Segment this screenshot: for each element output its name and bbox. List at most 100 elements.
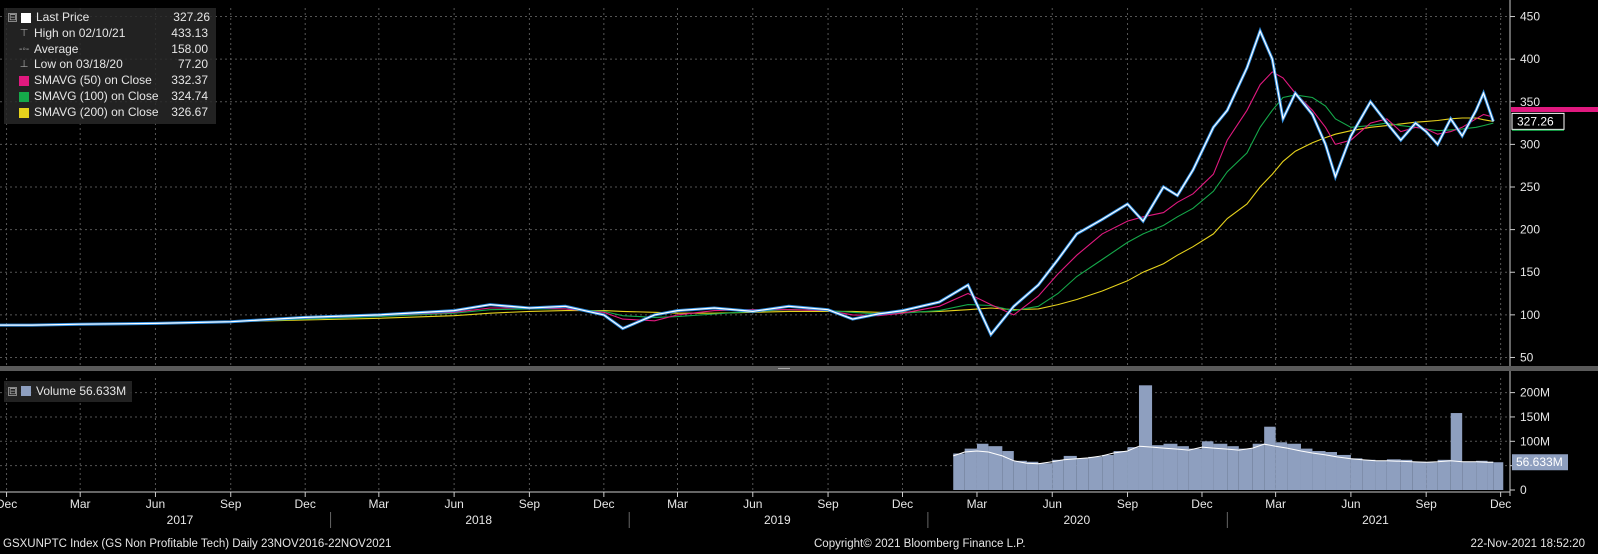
volume-bar bbox=[1476, 460, 1488, 490]
x-month-label: Sep bbox=[1415, 497, 1437, 511]
average-value: 158.00 bbox=[171, 41, 208, 56]
volume-bar bbox=[1038, 463, 1053, 490]
sma200-swatch bbox=[19, 107, 29, 118]
volume-bar bbox=[1188, 448, 1202, 490]
y-tick-label: 300 bbox=[1520, 137, 1540, 151]
y-tick-label: 250 bbox=[1520, 180, 1540, 194]
low-marker-icon: ⊥ bbox=[19, 59, 29, 71]
x-month-label: Mar bbox=[1265, 497, 1286, 511]
x-month-label: Jun bbox=[1341, 497, 1360, 511]
volume-bar bbox=[1063, 455, 1077, 490]
volume-bar bbox=[1138, 385, 1153, 490]
volume-average-line bbox=[953, 443, 1494, 465]
price-legend: ⊟ Last Price 327.26 ⊤ High on 02/10/21 433.1… bbox=[4, 8, 216, 124]
last-price-label: Last Price bbox=[36, 10, 90, 24]
x-month-label: Mar bbox=[369, 497, 390, 511]
x-year-label: 2019 bbox=[764, 513, 791, 527]
volume-bar bbox=[1487, 461, 1494, 490]
price-line-outline bbox=[0, 26, 1495, 338]
sma100-value: 324.74 bbox=[171, 88, 208, 103]
x-month-label: Jun bbox=[743, 497, 762, 511]
volume-bar bbox=[1312, 451, 1326, 490]
x-year-label: 2018 bbox=[465, 513, 492, 527]
x-month-label: Sep bbox=[220, 497, 242, 511]
average-marker-icon: -◦- bbox=[19, 43, 30, 55]
volume-bar bbox=[1450, 413, 1463, 490]
sma50-swatch bbox=[19, 76, 29, 87]
y-tick-label: 100 bbox=[1520, 308, 1540, 322]
volume-bar bbox=[1088, 456, 1103, 490]
last-price-swatch bbox=[21, 12, 31, 23]
sma100-label: SMAVG (100) on Close bbox=[34, 88, 159, 103]
x-month-label: Sep bbox=[817, 497, 839, 511]
high-label: High on 02/10/21 bbox=[34, 25, 126, 40]
x-month-label: Jun bbox=[444, 497, 463, 511]
x-month-label: Dec bbox=[0, 497, 17, 511]
volume-bar bbox=[1076, 458, 1089, 490]
volume-value: 56.633M bbox=[79, 384, 127, 398]
average-label: Average bbox=[34, 41, 79, 56]
x-year-label: 2021 bbox=[1362, 513, 1389, 527]
x-month-label: Jun bbox=[146, 497, 165, 511]
sma200-label: SMAVG (200) on Close bbox=[34, 104, 159, 119]
volume-bar bbox=[1013, 460, 1027, 490]
volume-bar bbox=[1400, 459, 1413, 490]
collapse-icon[interactable]: ⊟ bbox=[8, 12, 17, 23]
panel-divider bbox=[0, 366, 1598, 371]
y-tick-label: 200 bbox=[1520, 223, 1540, 237]
volume-bar bbox=[1227, 446, 1239, 490]
volume-bar bbox=[1264, 426, 1276, 490]
volume-bar bbox=[1375, 460, 1387, 490]
last-price-value: 327.26 bbox=[173, 10, 210, 24]
volume-bar bbox=[1238, 448, 1253, 490]
volume-bar bbox=[1350, 458, 1363, 490]
high-value: 433.13 bbox=[171, 25, 208, 40]
volume-bar bbox=[1300, 448, 1313, 490]
volume-bar bbox=[1102, 454, 1114, 490]
volume-bar bbox=[1362, 459, 1376, 490]
volume-bar bbox=[1177, 446, 1189, 490]
x-month-label: Mar bbox=[667, 497, 688, 511]
low-value: 77.20 bbox=[177, 57, 208, 72]
volume-label: Volume bbox=[36, 384, 77, 398]
x-month-label: Dec bbox=[1490, 497, 1511, 511]
x-month-label: Dec bbox=[1191, 497, 1212, 511]
y-tick-label: 350 bbox=[1520, 95, 1540, 109]
volume-bar bbox=[1325, 452, 1337, 490]
volume-bar bbox=[1275, 442, 1288, 490]
collapse-icon[interactable]: ⊟ bbox=[8, 385, 17, 396]
volume-bar bbox=[988, 446, 1003, 490]
y-tick-label: 450 bbox=[1520, 10, 1540, 24]
volume-bar bbox=[953, 453, 965, 490]
volume-bar bbox=[1462, 461, 1477, 490]
sma200-line bbox=[0, 117, 1494, 326]
volume-bar bbox=[1213, 443, 1228, 490]
volume-bar bbox=[1426, 462, 1438, 490]
volume-bar bbox=[1437, 459, 1451, 490]
x-month-label: Sep bbox=[519, 497, 541, 511]
sma200-value: 326.67 bbox=[171, 104, 208, 119]
low-label: Low on 03/18/20 bbox=[34, 57, 123, 72]
volume-bar bbox=[1336, 454, 1351, 490]
volume-tag bbox=[1512, 454, 1568, 471]
x-month-label: Mar bbox=[967, 497, 988, 511]
volume-bar bbox=[1152, 445, 1164, 490]
volume-bar bbox=[1386, 459, 1401, 490]
volume-bar bbox=[1252, 443, 1265, 490]
x-month-label: Mar bbox=[70, 497, 91, 511]
volume-legend: ⊟ Volume 56.633M bbox=[4, 381, 133, 402]
footer-copyright: Copyright© 2021 Bloomberg Finance L.P. bbox=[814, 538, 1026, 550]
volume-bar bbox=[964, 448, 977, 490]
footer-ticker: GSXUNPTC Index (GS Non Profitable Tech) … bbox=[3, 538, 392, 550]
volume-bar bbox=[1163, 443, 1178, 490]
y-tick-label: 50 bbox=[1520, 350, 1534, 364]
volume-bar bbox=[1113, 451, 1128, 490]
sma50-line bbox=[0, 71, 1494, 326]
y-tick-label: 150 bbox=[1520, 265, 1540, 279]
volume-bar bbox=[1002, 451, 1014, 490]
sma100-swatch bbox=[19, 91, 29, 102]
y-tick-label: 400 bbox=[1520, 52, 1540, 66]
volume-bar bbox=[1412, 461, 1427, 490]
volume-y-tick-label: 200M bbox=[1520, 386, 1550, 400]
